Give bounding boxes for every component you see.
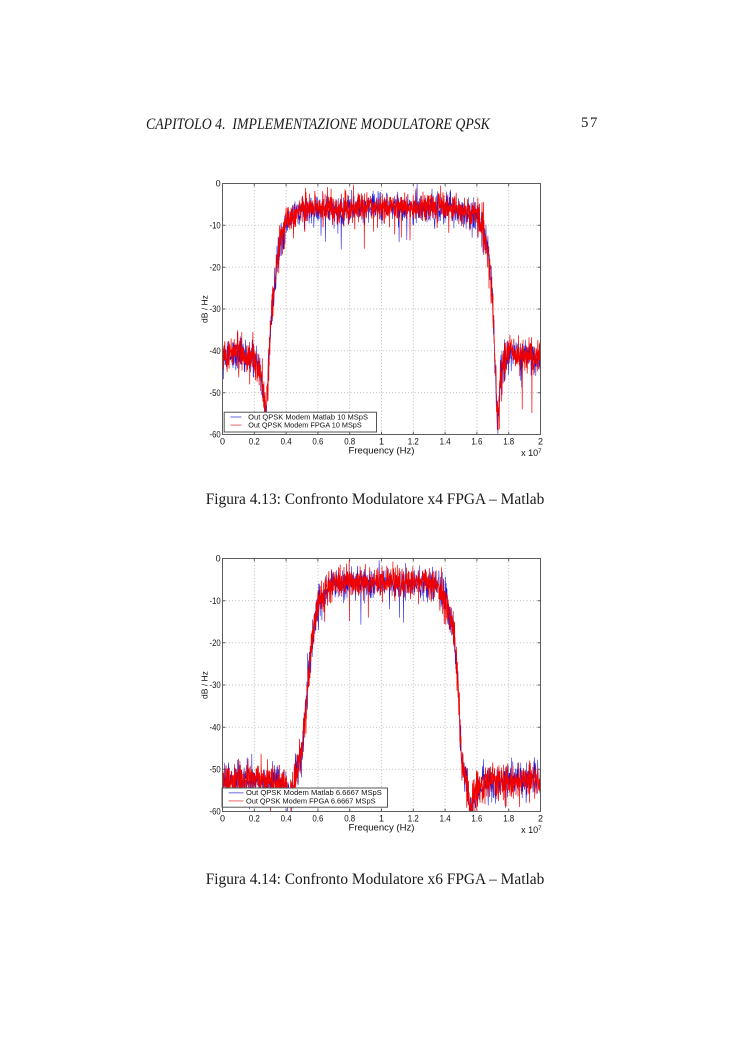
svg-text:Frequency (Hz): Frequency (Hz) — [349, 823, 415, 834]
svg-text:-30: -30 — [210, 680, 221, 690]
svg-text:-10: -10 — [210, 596, 221, 606]
svg-text:0.2: 0.2 — [249, 437, 260, 447]
svg-text:-10: -10 — [210, 220, 221, 230]
svg-text:0.2: 0.2 — [249, 814, 260, 824]
svg-text:1.8: 1.8 — [503, 437, 514, 447]
svg-text:1.2: 1.2 — [408, 814, 419, 824]
svg-text:Frequency (Hz): Frequency (Hz) — [349, 446, 415, 457]
svg-text:Out QPSK Modem Matlab 6.6667 M: Out QPSK Modem Matlab 6.6667 MSpS — [246, 788, 382, 797]
svg-text:x 107: x 107 — [521, 825, 542, 835]
svg-text:dB / Hz: dB / Hz — [200, 671, 210, 699]
svg-text:-60: -60 — [210, 430, 221, 440]
svg-text:-60: -60 — [210, 807, 221, 817]
svg-text:-50: -50 — [210, 388, 221, 398]
svg-text:1: 1 — [379, 814, 384, 824]
svg-text:2: 2 — [538, 437, 543, 447]
svg-text:0.4: 0.4 — [281, 437, 292, 447]
svg-text:0.4: 0.4 — [281, 814, 292, 824]
svg-text:0.8: 0.8 — [344, 814, 355, 824]
svg-text:Out QPSK Modem FPGA 10 MSpS: Out QPSK Modem FPGA 10 MSpS — [248, 421, 362, 430]
svg-text:0: 0 — [220, 814, 225, 824]
svg-text:1.4: 1.4 — [440, 437, 451, 447]
svg-text:1.8: 1.8 — [503, 814, 514, 824]
svg-text:-20: -20 — [210, 262, 221, 272]
svg-text:-50: -50 — [210, 764, 221, 774]
svg-text:-40: -40 — [210, 722, 221, 732]
svg-text:0: 0 — [216, 554, 221, 564]
svg-text:dB / Hz: dB / Hz — [200, 295, 210, 323]
svg-text:0.6: 0.6 — [312, 437, 323, 447]
svg-text:0: 0 — [220, 437, 225, 447]
svg-text:x 107: x 107 — [521, 448, 542, 458]
svg-text:1.2: 1.2 — [408, 437, 419, 447]
svg-text:Out QPSK Modem FPGA 6.6667 MSp: Out QPSK Modem FPGA 6.6667 MSpS — [246, 796, 376, 805]
svg-text:2: 2 — [538, 814, 543, 824]
svg-text:-30: -30 — [210, 304, 221, 314]
svg-text:1: 1 — [379, 437, 384, 447]
svg-text:-40: -40 — [210, 346, 221, 356]
svg-text:-20: -20 — [210, 638, 221, 648]
svg-text:1.6: 1.6 — [471, 814, 482, 824]
svg-text:0.8: 0.8 — [344, 437, 355, 447]
svg-text:0.6: 0.6 — [312, 814, 323, 824]
svg-text:Out QPSK Modem Matlab 10 MSpS: Out QPSK Modem Matlab 10 MSpS — [248, 412, 368, 421]
svg-text:1.6: 1.6 — [471, 437, 482, 447]
svg-text:1.4: 1.4 — [440, 814, 451, 824]
svg-text:0: 0 — [216, 179, 221, 189]
